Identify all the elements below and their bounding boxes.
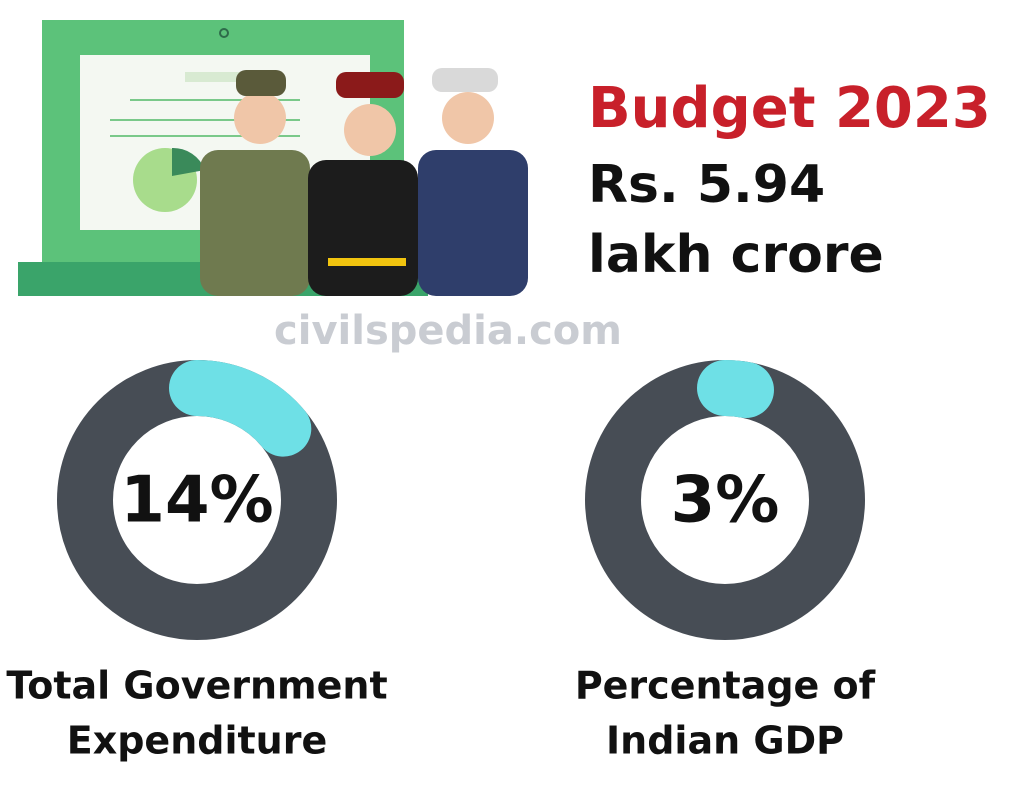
donut-label: Total Government — [6, 664, 387, 708]
donut-label: Expenditure — [67, 719, 327, 763]
donut-segment — [697, 360, 774, 418]
screen-pie-slice — [172, 147, 205, 176]
cap — [432, 68, 498, 92]
figure-air — [308, 160, 418, 296]
figure-navy — [418, 150, 528, 296]
value-label: 3% — [671, 464, 780, 538]
figure-army — [200, 150, 310, 296]
cap — [236, 70, 286, 96]
camera — [219, 28, 229, 38]
amount-line: lakh crore — [588, 225, 884, 285]
face — [344, 104, 396, 156]
donut-label: Indian GDP — [606, 719, 844, 763]
donut-segment — [169, 360, 312, 457]
face — [442, 92, 494, 144]
value-label: 14% — [120, 464, 273, 538]
watermark: civilspedia.com — [274, 308, 622, 354]
belt — [328, 258, 406, 266]
face — [234, 92, 286, 144]
donut-label: Percentage of — [575, 664, 876, 708]
illustration — [18, 20, 528, 296]
amount-line: Rs. 5.94 — [588, 155, 825, 215]
cap — [336, 72, 404, 98]
title: Budget 2023 — [588, 76, 991, 141]
screen-bar — [185, 72, 275, 82]
